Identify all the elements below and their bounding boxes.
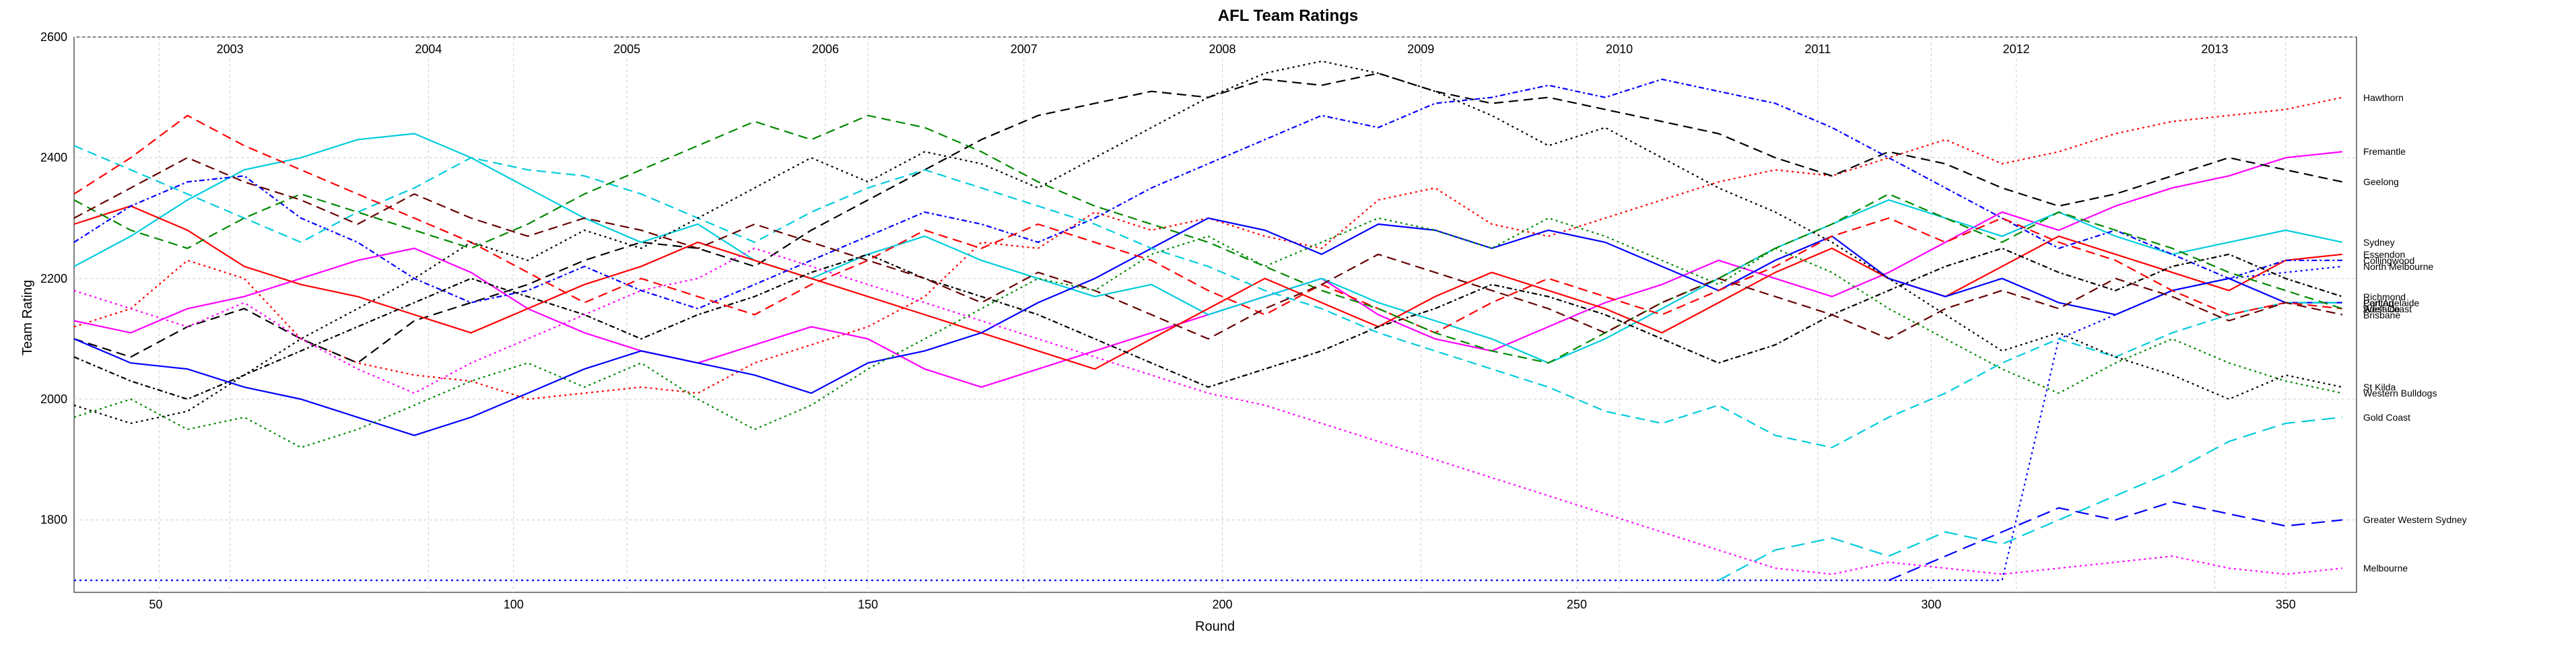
x-tick-label: 50 [149,598,162,612]
year-label: 2004 [415,42,442,57]
year-label: 2011 [1805,42,1831,57]
year-label: 2008 [1209,42,1235,57]
legend-label: Fremantle [2363,146,2406,157]
x-tick-label: 200 [1213,598,1233,612]
year-label: 2012 [2003,42,2030,57]
legend-label: Western Bulldogs [2363,388,2437,398]
year-label: 2007 [1011,42,1038,57]
year-label: 2013 [2201,42,2228,57]
y-tick-label: 2600 [40,30,67,44]
legend-label: Geelong [2363,176,2399,187]
legend-label: Gold Coast [2363,412,2410,423]
y-tick-label: 1800 [40,513,67,527]
x-tick-label: 100 [504,598,524,612]
y-tick-label: 2400 [40,151,67,165]
legend-label: Brisbane [2363,310,2400,320]
x-tick-label: 150 [858,598,878,612]
x-tick-label: 250 [1567,598,1587,612]
year-label: 2006 [812,42,839,57]
legend-label: North Melbourne [2363,261,2433,272]
legend-label: Hawthorn [2363,92,2404,103]
y-axis-label: Team Rating [20,279,36,355]
legend-label: Greater Western Sydney [2363,514,2467,525]
x-axis-label: Round [1195,619,1235,635]
x-tick-label: 300 [1921,598,1941,612]
legend-label: Melbourne [2363,563,2408,574]
y-tick-label: 2000 [40,392,67,407]
chart-plot [0,0,2576,659]
x-tick-label: 350 [2276,598,2296,612]
year-label: 2003 [217,42,244,57]
year-label: 2010 [1606,42,1633,57]
y-tick-label: 2200 [40,272,67,286]
year-label: 2005 [613,42,640,57]
year-label: 2009 [1407,42,1434,57]
legend-label: Sydney [2363,237,2395,248]
